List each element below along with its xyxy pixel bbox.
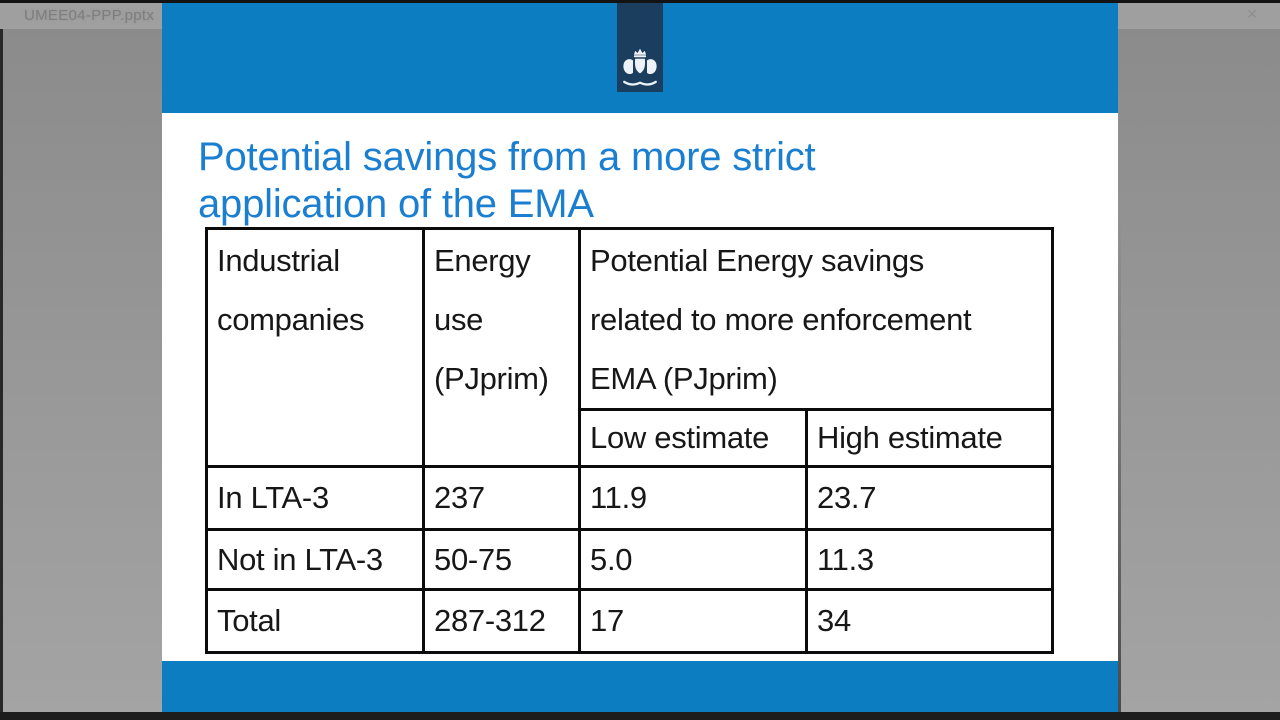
low-estimate-cell: 17 bbox=[578, 588, 808, 654]
header-high-estimate: High estimate bbox=[805, 408, 1054, 468]
bottom-dark-strip bbox=[0, 712, 1280, 720]
table-subheader-row: Low estimate High estimate bbox=[207, 408, 1054, 468]
header-industrial-companies: Industrial companies bbox=[205, 227, 425, 468]
low-estimate-cell: 5.0 bbox=[578, 528, 808, 591]
row-label-cell: Total bbox=[205, 588, 425, 654]
high-estimate-cell: 34 bbox=[805, 588, 1054, 654]
slide-header-band bbox=[162, 3, 1118, 113]
header-low-estimate: Low estimate bbox=[578, 408, 808, 468]
slide-title-line-2: application of the EMA bbox=[198, 182, 594, 226]
header-potential-savings-group: Potential Energy savings related to more… bbox=[578, 227, 1054, 411]
table-row: Total 287-312 17 34 bbox=[205, 588, 1054, 654]
presentation-slide: Potential savings from a more strict app… bbox=[162, 3, 1121, 712]
table-header-row: Industrial companies Energy use (PJprim)… bbox=[205, 227, 1054, 468]
slide-right-shadow bbox=[1118, 3, 1121, 712]
window-top-border bbox=[0, 0, 1280, 3]
low-estimate-cell: 11.9 bbox=[578, 465, 808, 531]
high-estimate-cell: 11.3 bbox=[805, 528, 1054, 591]
slide-title: Potential savings from a more strict app… bbox=[198, 134, 816, 228]
table-row: In LTA-3 237 11.9 23.7 bbox=[205, 465, 1054, 531]
row-label-cell: In LTA-3 bbox=[205, 465, 425, 531]
close-icon[interactable]: ✕ bbox=[1246, 6, 1258, 22]
window-left-border bbox=[0, 29, 3, 712]
government-logo-ribbon bbox=[617, 3, 663, 92]
header-energy-use: Energy use (PJprim) bbox=[422, 227, 581, 468]
row-label-cell: Not in LTA-3 bbox=[205, 528, 425, 591]
window-title: UMEE04-PPP.pptx bbox=[24, 7, 155, 24]
data-table: Industrial companies Energy use (PJprim)… bbox=[205, 227, 1054, 654]
high-estimate-cell: 23.7 bbox=[805, 465, 1054, 531]
table-row: Not in LTA-3 50-75 5.0 11.3 bbox=[205, 528, 1054, 591]
energy-use-cell: 50-75 bbox=[422, 528, 581, 591]
slide-title-line-1: Potential savings from a more strict bbox=[198, 135, 816, 179]
energy-use-cell: 237 bbox=[422, 465, 581, 531]
slide-footer-band bbox=[162, 661, 1118, 712]
dutch-coat-of-arms-icon bbox=[623, 48, 657, 86]
energy-use-cell: 287-312 bbox=[422, 588, 581, 654]
